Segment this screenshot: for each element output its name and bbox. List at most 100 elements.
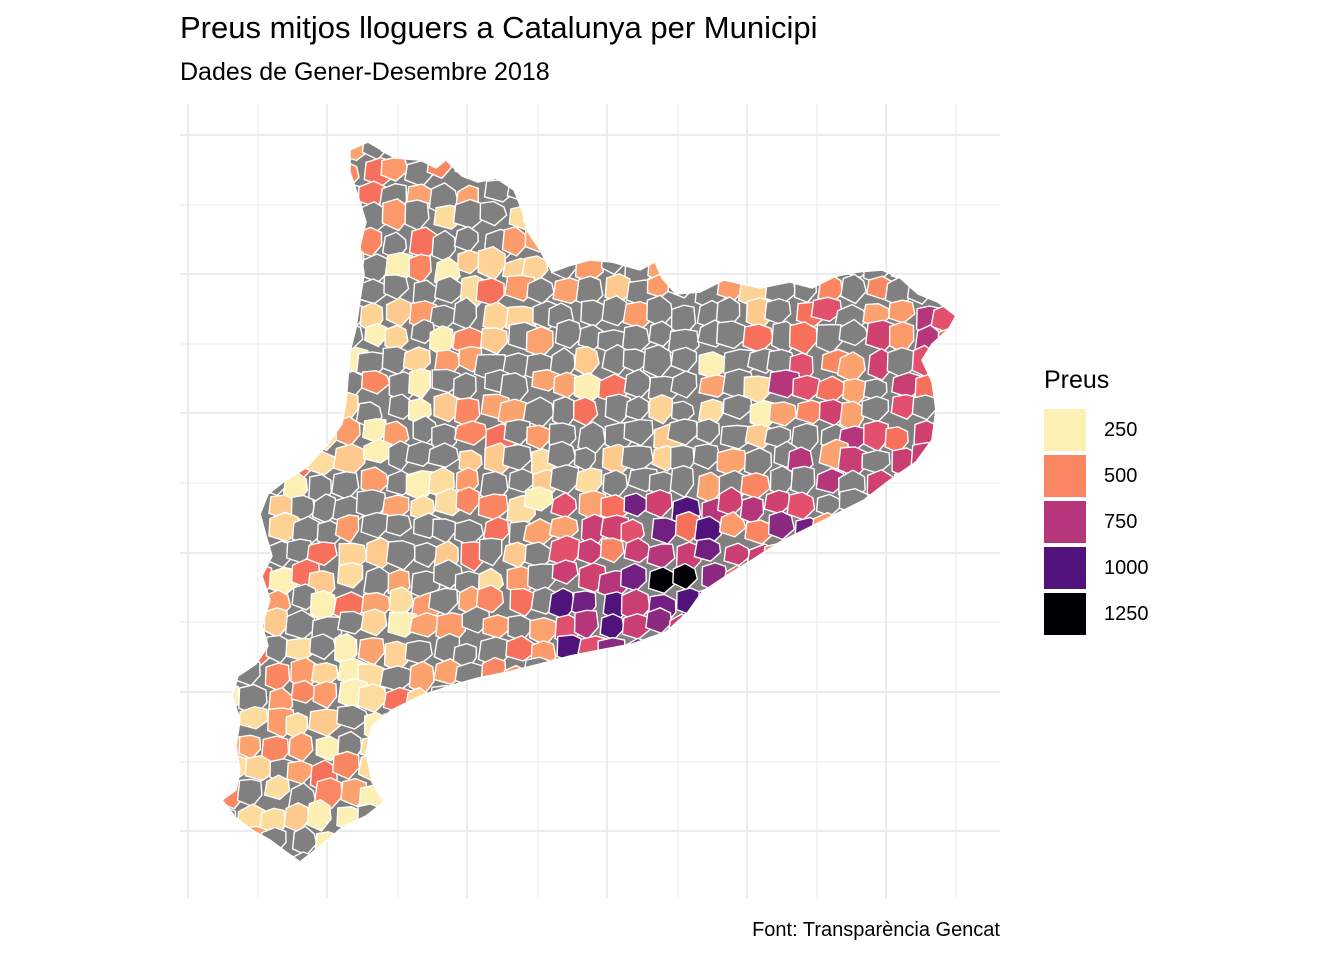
municipality-polygon [694,230,723,257]
municipality-polygon [645,761,675,789]
municipality-polygon [885,658,914,691]
municipality-polygon [676,254,703,280]
municipality-polygon [434,729,465,762]
municipality-polygon [285,420,313,452]
municipality-polygon [835,731,866,761]
municipality-polygon [290,322,324,353]
municipality-polygon [620,690,650,716]
municipality-polygon [222,847,242,862]
municipality-polygon [222,704,238,729]
municipality-polygon [884,713,910,739]
municipality-polygon [936,731,956,762]
municipality-polygon [697,253,731,283]
municipality-polygon [763,732,791,760]
municipality-polygon [330,471,360,501]
municipality-polygon [791,732,819,762]
municipality-polygon [699,714,727,747]
municipality-polygon [453,518,485,547]
municipality-polygon [764,566,793,597]
municipality-polygon [222,492,243,520]
municipality-polygon [692,755,719,785]
municipality-polygon [222,441,245,466]
legend-label: 1000 [1104,556,1149,579]
legend-label: 1250 [1104,602,1149,625]
municipality-polygon [576,779,610,807]
municipality-polygon [788,777,817,803]
municipality-polygon [526,774,555,810]
municipality-polygon [836,544,864,570]
municipality-polygon [909,703,938,736]
municipality-polygon [458,847,488,862]
municipality-polygon [886,754,914,780]
municipality-polygon [771,179,797,204]
municipality-polygon [234,297,260,324]
municipality-polygon [528,707,559,734]
municipality-polygon [675,682,701,713]
municipality-polygon [307,402,339,432]
municipality-polygon [893,735,924,761]
municipality-polygon [545,177,579,208]
legend-item: 750 [1044,499,1149,545]
municipality-polygon [861,157,889,189]
municipality-polygon [720,226,751,255]
legend-item: 250 [1044,407,1149,453]
municipality-polygon [932,658,956,688]
municipality-polygon [934,519,956,547]
municipality-polygon [884,636,914,669]
municipality-polygon [905,520,937,547]
municipality-polygon [817,660,850,687]
municipality-polygon [747,636,774,666]
municipality-polygon [884,227,911,255]
municipality-polygon [883,513,910,542]
municipality-polygon [573,345,600,378]
municipality-polygon [813,681,842,715]
municipality-polygon [575,275,604,308]
municipality-polygon [222,591,242,624]
municipality-polygon [939,273,956,302]
municipality-polygon [477,142,503,161]
municipality-polygon [552,683,581,712]
municipality-polygon [715,656,746,689]
municipality-polygon [222,351,240,382]
municipality-polygon [524,761,550,793]
municipality-polygon [596,707,626,733]
legend-swatch [1044,455,1086,497]
municipality-polygon [693,537,722,563]
municipality-polygon [222,806,237,838]
municipality-polygon [290,351,317,382]
municipality-polygon [622,708,648,735]
legend-item: 1250 [1044,591,1149,637]
municipality-polygon [359,735,392,760]
municipality-polygon [770,776,801,801]
municipality-polygon [936,709,956,741]
municipality-polygon [694,150,724,181]
municipality-polygon [238,734,262,760]
municipality-polygon [747,826,777,862]
municipality-polygon [768,851,798,862]
municipality-polygon [408,660,435,696]
municipality-polygon [935,799,956,829]
municipality-polygon [453,225,479,253]
municipality-polygon [525,325,554,358]
municipality-polygon [645,728,675,761]
municipality-polygon [222,200,245,234]
municipality-polygon [476,775,505,809]
municipality-polygon [813,609,841,638]
municipality-polygon [914,210,945,236]
municipality-polygon [791,810,822,842]
municipality-polygon [222,368,238,395]
municipality-polygon [887,299,916,324]
municipality-polygon [791,155,824,184]
municipality-polygon [238,349,268,376]
legend-title: Preus [1044,366,1110,394]
municipality-polygon [838,563,868,597]
municipality-polygon [384,324,409,352]
catalonia-border [220,141,957,863]
municipality-polygon [597,226,631,262]
municipality-polygon [222,537,240,572]
municipality-polygon [596,850,625,862]
municipality-polygon [861,849,888,862]
municipality-polygon [841,202,868,232]
municipality-polygon [603,663,633,695]
municipality-polygon [598,174,628,200]
